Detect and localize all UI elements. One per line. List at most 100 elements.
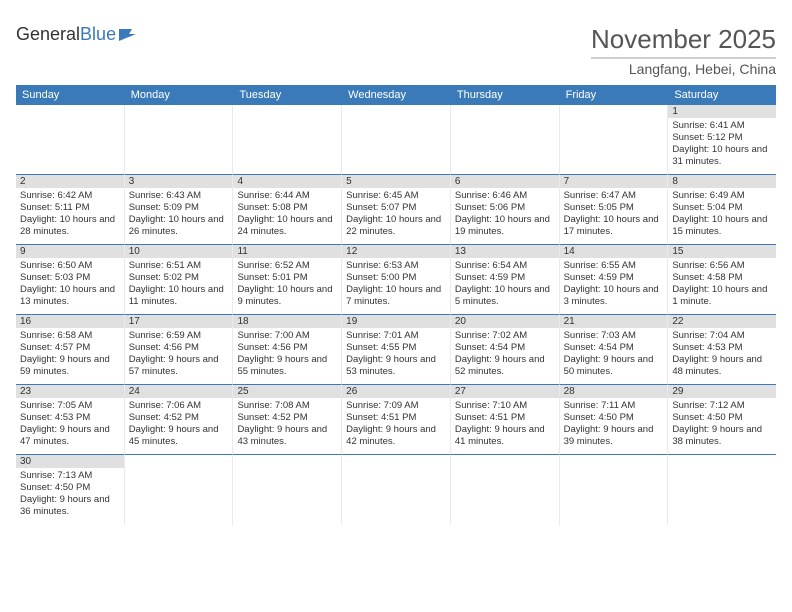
empty-cell (342, 455, 451, 525)
day-body: Sunrise: 7:04 AMSunset: 4:53 PMDaylight:… (668, 328, 776, 382)
weeks-container: 1Sunrise: 6:41 AMSunset: 5:12 PMDaylight… (16, 105, 776, 525)
day-cell-5: 5Sunrise: 6:45 AMSunset: 5:07 PMDaylight… (342, 175, 451, 245)
day-body: Sunrise: 6:58 AMSunset: 4:57 PMDaylight:… (16, 328, 124, 382)
day-number: 5 (342, 175, 450, 188)
title-block: November 2025 Langfang, Hebei, China (591, 24, 776, 77)
day-body: Sunrise: 6:54 AMSunset: 4:59 PMDaylight:… (451, 258, 559, 312)
day-number: 16 (16, 315, 124, 328)
daylight-text: Daylight: 10 hours and 15 minutes. (672, 214, 772, 238)
day-number: 4 (233, 175, 341, 188)
empty-cell (16, 105, 125, 175)
daylight-text: Daylight: 10 hours and 24 minutes. (237, 214, 337, 238)
day-body: Sunrise: 7:01 AMSunset: 4:55 PMDaylight:… (342, 328, 450, 382)
daylight-text: Daylight: 10 hours and 31 minutes. (672, 144, 772, 168)
day-body: Sunrise: 6:43 AMSunset: 5:09 PMDaylight:… (125, 188, 233, 242)
sunset-text: Sunset: 4:50 PM (672, 412, 772, 424)
daylight-text: Daylight: 9 hours and 43 minutes. (237, 424, 337, 448)
day-cell-17: 17Sunrise: 6:59 AMSunset: 4:56 PMDayligh… (125, 315, 234, 385)
sunset-text: Sunset: 5:07 PM (346, 202, 446, 214)
day-number: 6 (451, 175, 559, 188)
sunset-text: Sunset: 5:04 PM (672, 202, 772, 214)
day-number: 17 (125, 315, 233, 328)
day-body: Sunrise: 6:56 AMSunset: 4:58 PMDaylight:… (668, 258, 776, 312)
day-cell-14: 14Sunrise: 6:55 AMSunset: 4:59 PMDayligh… (560, 245, 669, 315)
sunrise-text: Sunrise: 6:44 AM (237, 190, 337, 202)
day-body: Sunrise: 6:51 AMSunset: 5:02 PMDaylight:… (125, 258, 233, 312)
calendar: SundayMondayTuesdayWednesdayThursdayFrid… (16, 85, 776, 525)
daylight-text: Daylight: 9 hours and 47 minutes. (20, 424, 120, 448)
day-number: 11 (233, 245, 341, 258)
day-cell-28: 28Sunrise: 7:11 AMSunset: 4:50 PMDayligh… (560, 385, 669, 455)
sunset-text: Sunset: 5:01 PM (237, 272, 337, 284)
day-body: Sunrise: 7:11 AMSunset: 4:50 PMDaylight:… (560, 398, 668, 452)
day-cell-1: 1Sunrise: 6:41 AMSunset: 5:12 PMDaylight… (668, 105, 776, 175)
sunset-text: Sunset: 4:50 PM (20, 482, 120, 494)
sunset-text: Sunset: 5:11 PM (20, 202, 120, 214)
day-number: 24 (125, 385, 233, 398)
sunset-text: Sunset: 5:02 PM (129, 272, 229, 284)
day-header-monday: Monday (125, 85, 234, 105)
day-cell-19: 19Sunrise: 7:01 AMSunset: 4:55 PMDayligh… (342, 315, 451, 385)
empty-cell (233, 455, 342, 525)
sunset-text: Sunset: 4:54 PM (564, 342, 664, 354)
sunrise-text: Sunrise: 6:43 AM (129, 190, 229, 202)
sunset-text: Sunset: 5:09 PM (129, 202, 229, 214)
sunrise-text: Sunrise: 7:05 AM (20, 400, 120, 412)
day-cell-15: 15Sunrise: 6:56 AMSunset: 4:58 PMDayligh… (668, 245, 776, 315)
day-number: 15 (668, 245, 776, 258)
sunrise-text: Sunrise: 7:11 AM (564, 400, 664, 412)
day-number: 10 (125, 245, 233, 258)
day-body: Sunrise: 7:00 AMSunset: 4:56 PMDaylight:… (233, 328, 341, 382)
sunset-text: Sunset: 4:50 PM (564, 412, 664, 424)
day-number: 28 (560, 385, 668, 398)
day-header-friday: Friday (560, 85, 669, 105)
day-number: 19 (342, 315, 450, 328)
sunset-text: Sunset: 5:03 PM (20, 272, 120, 284)
day-cell-21: 21Sunrise: 7:03 AMSunset: 4:54 PMDayligh… (560, 315, 669, 385)
sunset-text: Sunset: 5:05 PM (564, 202, 664, 214)
day-number: 29 (668, 385, 776, 398)
daylight-text: Daylight: 10 hours and 28 minutes. (20, 214, 120, 238)
daylight-text: Daylight: 10 hours and 3 minutes. (564, 284, 664, 308)
day-body: Sunrise: 7:10 AMSunset: 4:51 PMDaylight:… (451, 398, 559, 452)
day-number: 27 (451, 385, 559, 398)
day-cell-18: 18Sunrise: 7:00 AMSunset: 4:56 PMDayligh… (233, 315, 342, 385)
sunrise-text: Sunrise: 7:12 AM (672, 400, 772, 412)
day-body: Sunrise: 7:02 AMSunset: 4:54 PMDaylight:… (451, 328, 559, 382)
sunset-text: Sunset: 4:59 PM (455, 272, 555, 284)
day-number: 7 (560, 175, 668, 188)
sunrise-text: Sunrise: 6:56 AM (672, 260, 772, 272)
daylight-text: Daylight: 9 hours and 48 minutes. (672, 354, 772, 378)
day-body: Sunrise: 7:03 AMSunset: 4:54 PMDaylight:… (560, 328, 668, 382)
daylight-text: Daylight: 9 hours and 41 minutes. (455, 424, 555, 448)
day-body: Sunrise: 6:52 AMSunset: 5:01 PMDaylight:… (233, 258, 341, 312)
page-title: November 2025 (591, 24, 776, 59)
sunrise-text: Sunrise: 6:47 AM (564, 190, 664, 202)
sunrise-text: Sunrise: 7:03 AM (564, 330, 664, 342)
sunrise-text: Sunrise: 7:09 AM (346, 400, 446, 412)
sunrise-text: Sunrise: 6:58 AM (20, 330, 120, 342)
day-number: 25 (233, 385, 341, 398)
day-header-tuesday: Tuesday (233, 85, 342, 105)
daylight-text: Daylight: 10 hours and 7 minutes. (346, 284, 446, 308)
sunset-text: Sunset: 4:58 PM (672, 272, 772, 284)
day-number: 21 (560, 315, 668, 328)
day-header-row: SundayMondayTuesdayWednesdayThursdayFrid… (16, 85, 776, 105)
week-row: 30Sunrise: 7:13 AMSunset: 4:50 PMDayligh… (16, 455, 776, 525)
day-header-thursday: Thursday (451, 85, 560, 105)
logo-flag-icon (118, 27, 140, 43)
sunrise-text: Sunrise: 7:08 AM (237, 400, 337, 412)
sunrise-text: Sunrise: 6:49 AM (672, 190, 772, 202)
week-row: 2Sunrise: 6:42 AMSunset: 5:11 PMDaylight… (16, 175, 776, 245)
day-body: Sunrise: 6:55 AMSunset: 4:59 PMDaylight:… (560, 258, 668, 312)
day-number: 1 (668, 105, 776, 118)
sunrise-text: Sunrise: 7:10 AM (455, 400, 555, 412)
day-number: 8 (668, 175, 776, 188)
day-cell-26: 26Sunrise: 7:09 AMSunset: 4:51 PMDayligh… (342, 385, 451, 455)
day-cell-16: 16Sunrise: 6:58 AMSunset: 4:57 PMDayligh… (16, 315, 125, 385)
sunset-text: Sunset: 4:52 PM (129, 412, 229, 424)
day-body: Sunrise: 6:49 AMSunset: 5:04 PMDaylight:… (668, 188, 776, 242)
empty-cell (342, 105, 451, 175)
sunrise-text: Sunrise: 6:45 AM (346, 190, 446, 202)
logo-general: General (16, 24, 80, 45)
